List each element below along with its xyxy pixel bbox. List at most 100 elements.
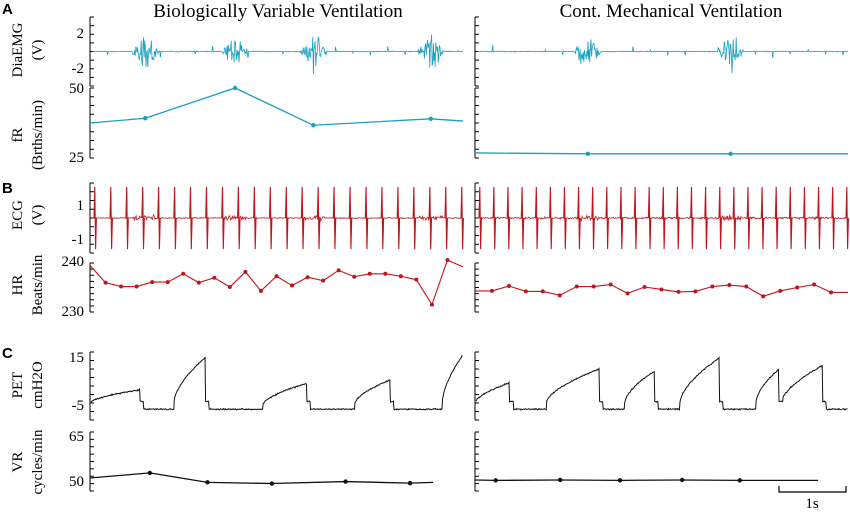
traces-layer	[89, 34, 849, 486]
ecg-beat	[760, 186, 765, 250]
trace-pet-right	[475, 356, 848, 411]
ecg-beat	[563, 186, 567, 250]
ecg-beat	[478, 186, 482, 250]
ecg-beat	[380, 186, 385, 250]
ytick-pet-bottom: -5	[72, 398, 85, 414]
ecg-beat	[803, 186, 807, 250]
point-hr	[591, 284, 596, 289]
point-vr	[205, 480, 210, 485]
point-hr	[383, 271, 388, 276]
ecg-beat	[444, 186, 448, 250]
scale-bar-line	[778, 486, 847, 493]
ecg-beat	[774, 186, 779, 250]
ylabel-hr-1: HR	[10, 275, 26, 296]
point-hr	[290, 283, 295, 288]
ecg-beat	[718, 186, 722, 250]
point-fr	[311, 123, 316, 128]
title-left: Biologically Variable Ventilation	[153, 1, 403, 22]
ecg-beat	[428, 186, 433, 250]
point-hr	[414, 277, 419, 282]
ecg-beat	[284, 186, 289, 250]
ecg-beat	[109, 186, 113, 250]
point-hr	[608, 282, 613, 287]
ecg-beat	[125, 186, 129, 250]
ecg-beat	[619, 186, 624, 250]
point-hr	[523, 289, 528, 294]
point-hr	[367, 271, 372, 276]
ecg-beat	[831, 186, 835, 250]
title-right: Cont. Mechanical Ventilation	[560, 1, 783, 22]
ecg-beat	[332, 186, 337, 250]
point-hr	[778, 288, 783, 293]
point-hr	[744, 284, 749, 289]
ytick-fr-top: 50	[69, 81, 84, 97]
ecg-beat	[157, 186, 161, 250]
ytick-emg-top: 2	[77, 26, 85, 42]
point-hr	[625, 291, 630, 296]
ecg-beat	[253, 186, 257, 250]
ecg-beat	[300, 186, 305, 250]
ecg-beat	[93, 186, 97, 250]
y-tick-labels: 2 -2 50 25 1 -1 240 230 15 -5 65 50	[62, 26, 85, 490]
point-fr	[232, 85, 238, 91]
ylabel-pet-1: PET	[10, 372, 26, 399]
ecg-beat	[676, 186, 680, 250]
point-hr	[812, 282, 817, 287]
point-hr	[227, 285, 232, 290]
point-hr	[676, 289, 681, 294]
ecg-beat	[221, 186, 225, 250]
point-hr	[165, 280, 170, 285]
ytick-ecg-top: 1	[77, 198, 85, 214]
point-hr	[557, 293, 562, 298]
point-hr	[305, 275, 310, 280]
point-hr	[243, 269, 248, 274]
point-hr	[181, 271, 186, 276]
ecg-beat	[141, 186, 145, 250]
point-vr	[493, 478, 498, 483]
ecg-beat	[173, 186, 177, 250]
point-hr	[336, 268, 341, 273]
ylabel-emg-1: DiaEMG	[10, 22, 26, 77]
trace-ecg-baseline-left	[91, 213, 463, 223]
ytick-emg-bottom: -2	[72, 61, 85, 77]
point-hr	[134, 284, 139, 289]
ecg-beat	[845, 186, 849, 250]
ecg-beat	[817, 186, 821, 250]
point-fr	[728, 151, 733, 156]
ecg-beat	[534, 186, 539, 250]
ecg-beat	[605, 186, 609, 250]
point-hr	[574, 284, 579, 289]
ecg-beat	[506, 186, 511, 250]
ecg-beat	[520, 186, 525, 250]
ytick-ecg-bottom: -1	[72, 232, 85, 248]
point-hr	[540, 289, 545, 294]
point-hr	[258, 288, 263, 293]
point-hr	[710, 284, 715, 289]
ytick-hr-top: 240	[62, 254, 85, 270]
ylabel-vr-2: cycles/min	[30, 429, 46, 494]
ytick-fr-bottom: 25	[69, 150, 84, 166]
point-hr	[150, 280, 155, 285]
point-hr	[727, 283, 732, 288]
point-vr	[407, 480, 413, 486]
ylabel-vr-1: VR	[10, 452, 26, 473]
panel-label-a: A	[2, 1, 13, 18]
point-hr	[212, 275, 217, 280]
trace-fr-left	[89, 87, 464, 126]
trace-fr-right	[474, 152, 848, 155]
ecg-beat	[690, 186, 694, 250]
point-hr	[274, 274, 279, 279]
ylabel-ecg-1: ECG	[10, 200, 26, 230]
ylabel-pet-2: cmH2O	[30, 361, 46, 409]
point-hr	[795, 285, 800, 290]
ecg-beat	[492, 186, 497, 250]
ytick-pet-top: 15	[69, 350, 84, 366]
point-vr	[557, 477, 563, 483]
point-hr	[429, 302, 434, 307]
ecg-beat	[205, 186, 209, 250]
point-fr	[585, 151, 591, 156]
ylabel-ecg-2: (V)	[30, 205, 46, 226]
point-hr	[445, 258, 450, 263]
ecg-beat	[746, 186, 751, 250]
trace-pet-left	[90, 355, 463, 411]
